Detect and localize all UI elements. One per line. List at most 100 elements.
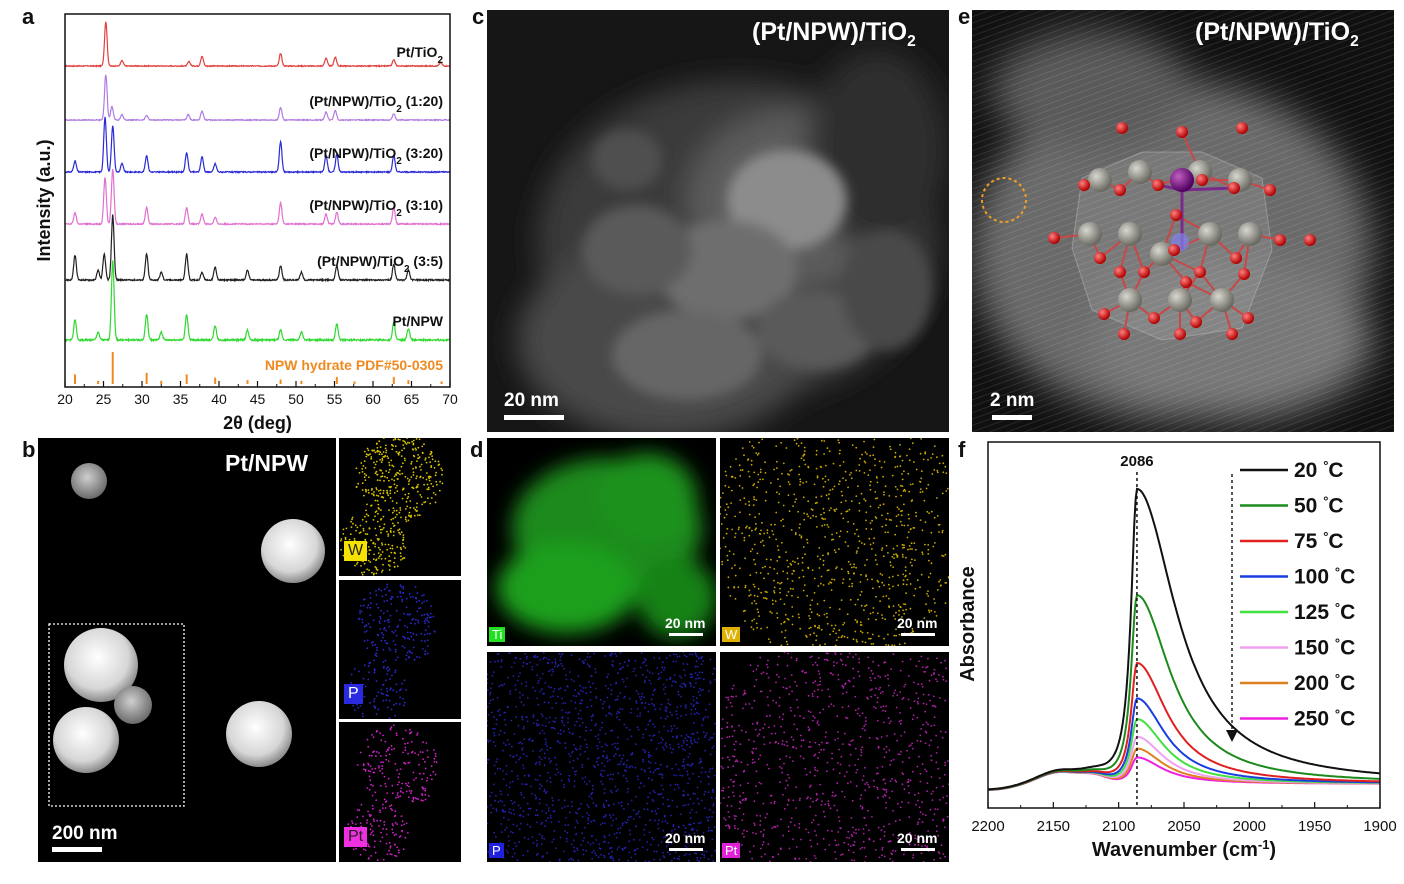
map-dot <box>354 823 357 826</box>
map-dot <box>546 780 548 782</box>
map-dot <box>755 832 757 835</box>
map-dot <box>782 570 785 573</box>
map-dot <box>753 471 756 474</box>
map-dot <box>786 643 789 646</box>
map-dot <box>388 746 390 749</box>
map-dot <box>889 780 892 782</box>
map-dot <box>538 763 541 766</box>
map-dot <box>377 495 380 497</box>
map-dot <box>766 696 769 698</box>
map-dot <box>502 778 505 780</box>
map-dot <box>936 657 938 660</box>
map-dot <box>587 652 589 655</box>
map-dot <box>727 796 730 798</box>
map-dot <box>373 461 375 464</box>
map-dot <box>437 460 440 463</box>
map-dot <box>728 816 731 818</box>
map-dot <box>368 671 370 674</box>
map-dot <box>688 853 691 856</box>
map-dot <box>515 716 518 719</box>
map-dot <box>670 684 673 687</box>
map-dot <box>702 688 704 691</box>
map-dot <box>889 561 892 564</box>
map-dot <box>391 544 394 547</box>
map-dot <box>577 692 580 694</box>
map-dot <box>788 510 791 513</box>
map-dot <box>496 697 499 699</box>
map-dot <box>725 706 728 709</box>
map-dot <box>883 748 885 750</box>
map-dot <box>866 632 869 634</box>
map-dot <box>798 527 801 529</box>
map-dot <box>818 751 821 754</box>
map-dot <box>755 770 758 773</box>
map-dot <box>901 459 904 462</box>
map-dot <box>624 846 627 849</box>
map-dot <box>405 516 407 519</box>
map-dot <box>695 701 698 704</box>
map-dot <box>609 778 611 780</box>
map-dot <box>748 527 751 529</box>
map-dot <box>900 484 902 487</box>
map-dot <box>842 692 844 695</box>
map-dot <box>374 566 377 568</box>
map-dot <box>592 714 594 717</box>
map-dot <box>798 473 800 476</box>
map-dot <box>905 592 907 594</box>
map-dot <box>395 609 398 612</box>
map-dot <box>371 492 373 495</box>
map-dot <box>612 859 615 862</box>
map-dot <box>868 786 871 789</box>
map-dot <box>759 729 761 731</box>
map-dot <box>496 767 499 770</box>
map-dot <box>788 777 791 779</box>
map-dot <box>750 463 753 466</box>
map-dot <box>785 594 788 597</box>
map-dot <box>385 629 387 632</box>
map-dot <box>855 832 857 835</box>
map-dot <box>918 818 921 820</box>
map-dot <box>809 517 812 519</box>
map-dot <box>832 673 834 676</box>
map-dot <box>759 820 762 822</box>
map-dot <box>777 742 780 745</box>
map-dot <box>375 567 378 569</box>
map-dot <box>553 687 556 690</box>
map-dot <box>727 786 730 788</box>
map-dot <box>836 782 839 785</box>
map-dot <box>625 764 628 767</box>
map-dot <box>822 554 824 557</box>
map-dot <box>883 855 886 858</box>
map-dot <box>900 514 903 517</box>
map-dot <box>793 493 796 496</box>
map-dot <box>635 813 638 816</box>
map-dot <box>620 804 623 807</box>
map-dot <box>614 652 617 655</box>
map-dot <box>797 706 799 709</box>
map-dot <box>405 689 407 691</box>
map-dot <box>613 755 615 758</box>
map-dot <box>381 595 384 598</box>
map-dot <box>505 773 508 775</box>
map-dot <box>926 845 929 848</box>
map-dot <box>418 599 421 602</box>
oxygen-atom <box>1168 244 1180 256</box>
map-dot <box>392 507 395 510</box>
map-dot <box>750 459 753 462</box>
map-dot <box>902 583 905 586</box>
map-dot <box>759 572 762 574</box>
map-dot <box>864 605 866 607</box>
map-dot <box>369 823 372 825</box>
map-dot <box>662 788 665 791</box>
map-dot <box>758 733 760 735</box>
map-dot <box>741 487 744 489</box>
map-dot <box>494 745 497 747</box>
map-dot <box>882 705 885 707</box>
map-dot <box>390 551 393 554</box>
map-dot <box>780 623 783 625</box>
scale-bar-b <box>52 847 102 852</box>
map-dot <box>371 487 373 490</box>
map-dot <box>552 690 555 693</box>
map-dot <box>780 519 782 522</box>
map-dot <box>814 769 817 771</box>
